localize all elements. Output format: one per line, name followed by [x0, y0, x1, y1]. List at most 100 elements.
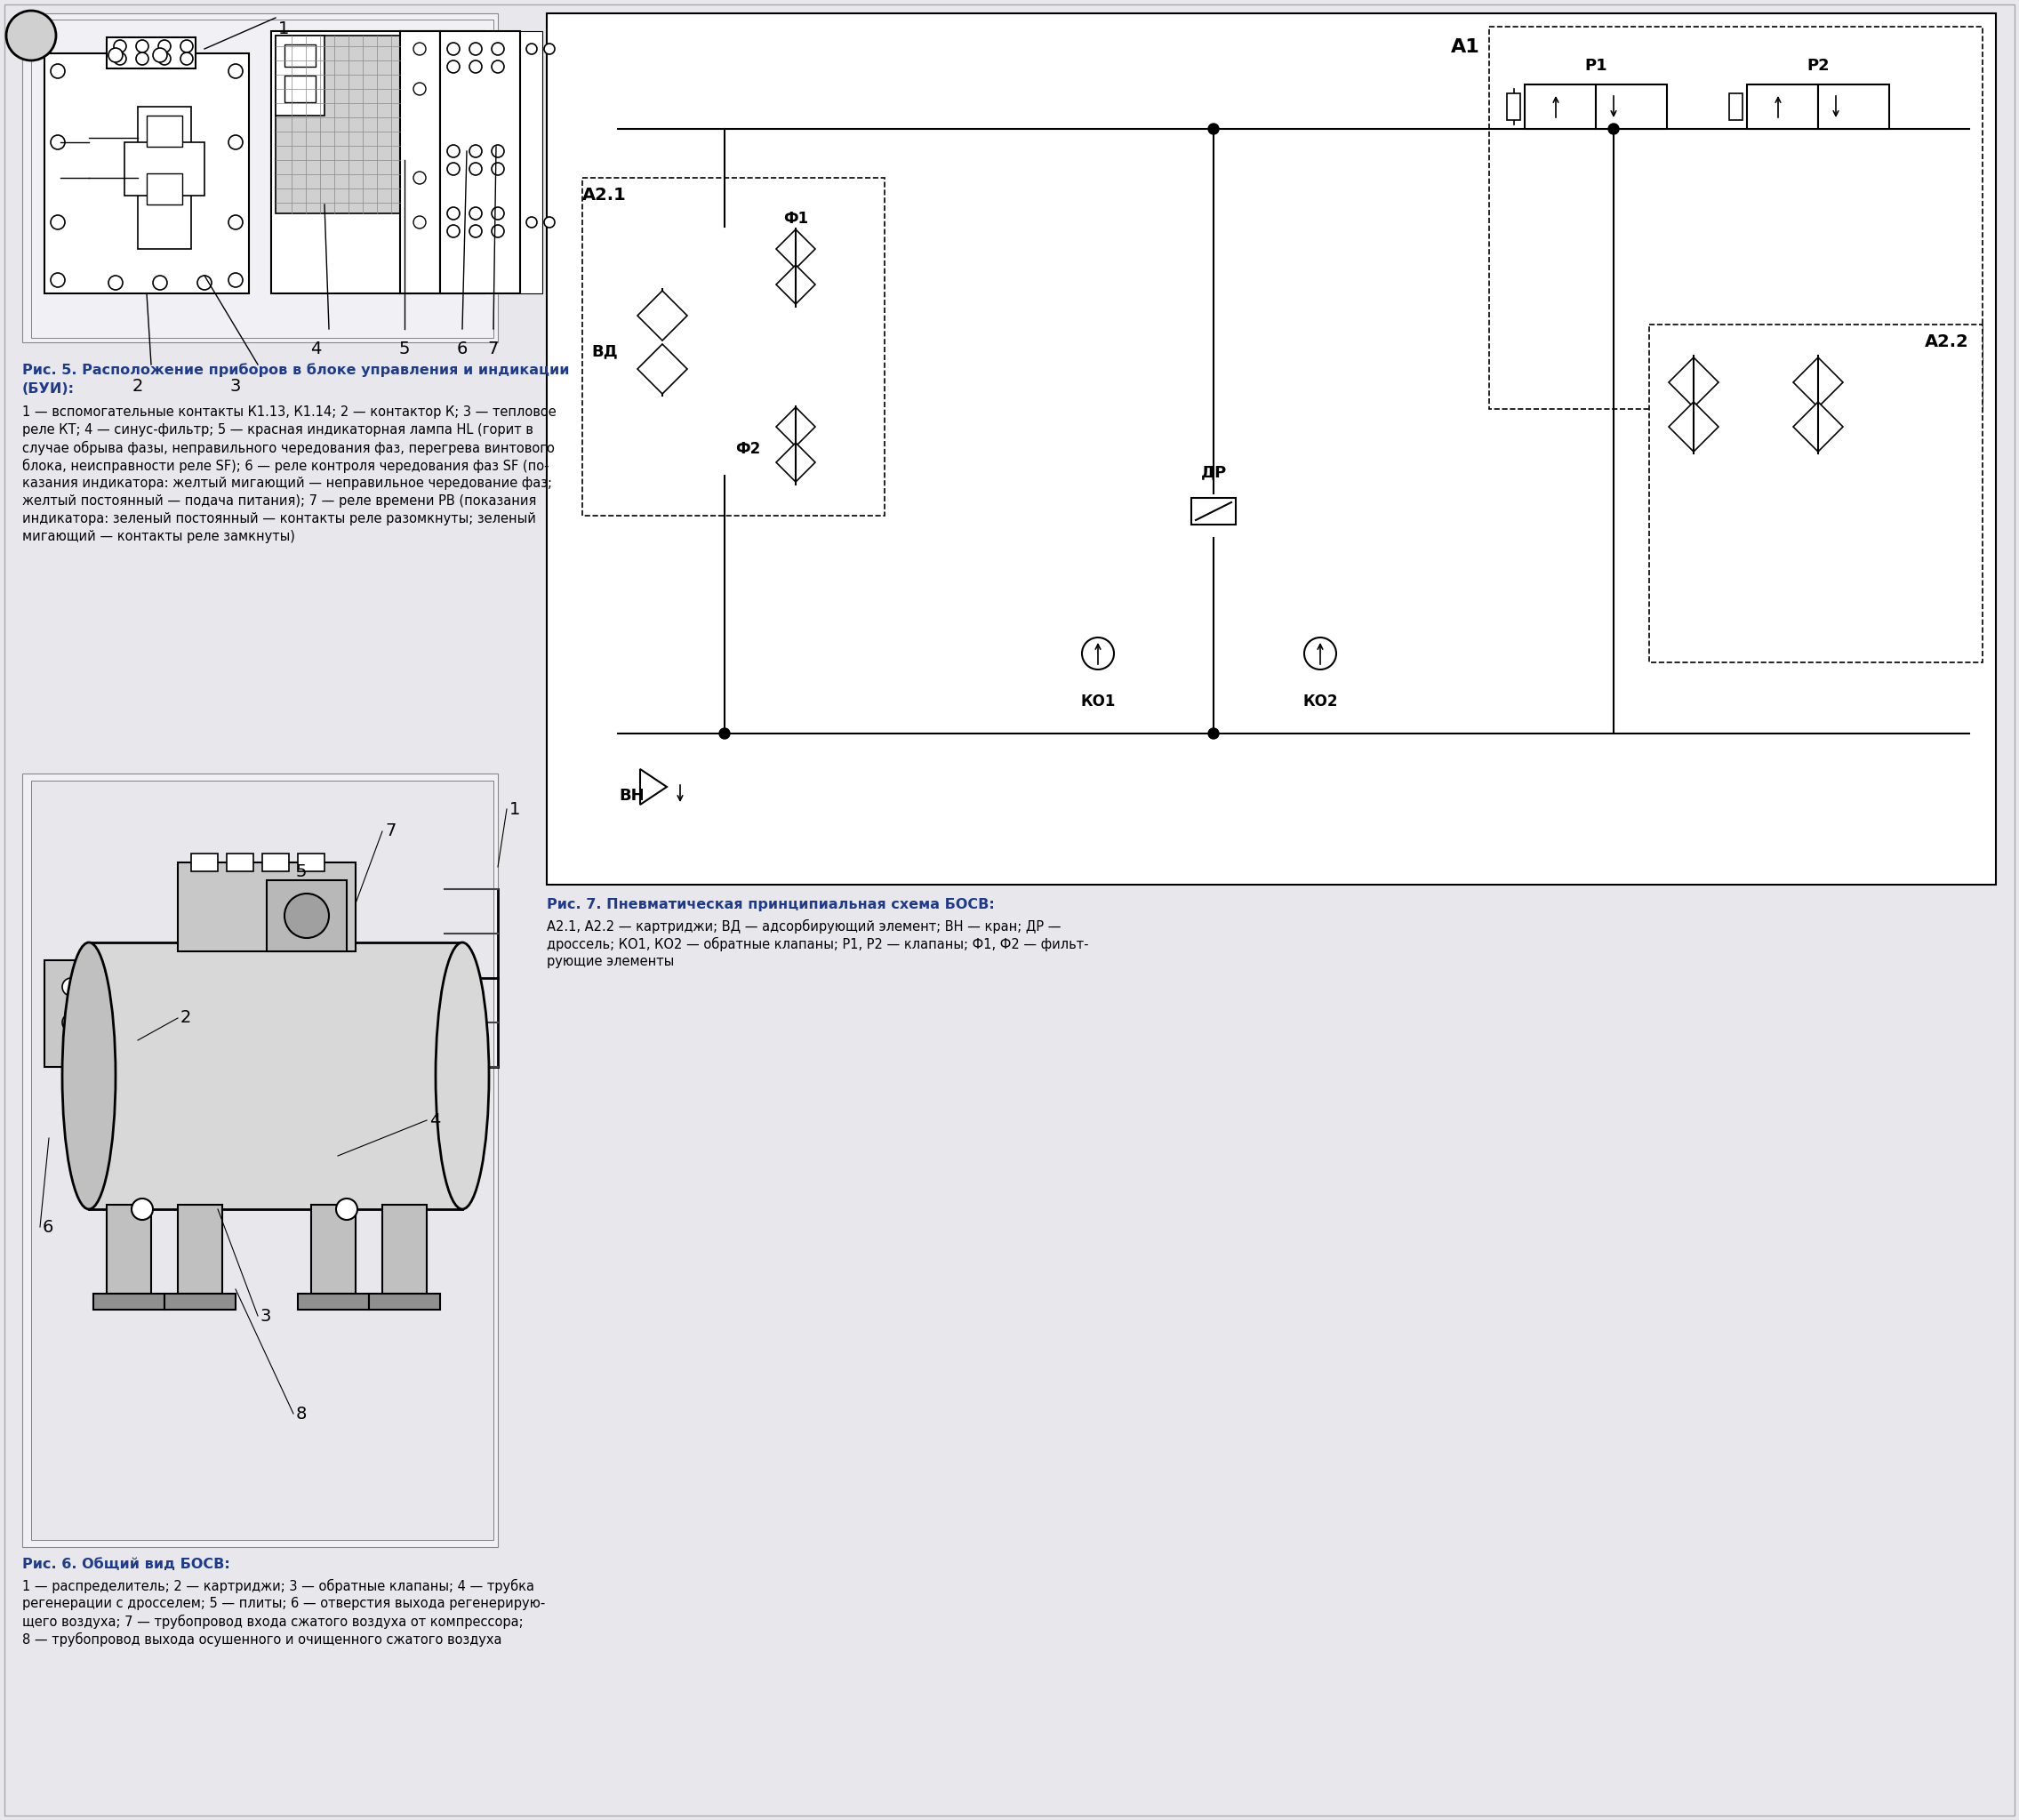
Text: ВН: ВН	[620, 788, 644, 804]
Polygon shape	[1793, 357, 1843, 408]
Circle shape	[180, 53, 194, 66]
Bar	[1506, 93, 1520, 120]
Bar	[1746, 84, 1817, 129]
Circle shape	[446, 162, 460, 175]
Circle shape	[335, 1199, 357, 1219]
Bar	[1650, 324, 1983, 662]
Text: 6: 6	[456, 340, 468, 357]
Text: Ф2: Ф2	[735, 440, 759, 457]
Bar	[311, 1205, 355, 1294]
Text: блока, неисправности реле SF); 6 — реле контроля чередования фаз SF (по-: блока, неисправности реле SF); 6 — реле …	[22, 459, 549, 473]
Text: щего воздуха; 7 — трубопровод входа сжатого воздуха от компрессора;: щего воздуха; 7 — трубопровод входа сжат…	[22, 1614, 523, 1629]
Bar	[1728, 93, 1742, 120]
Circle shape	[50, 135, 65, 149]
Bar	[147, 116, 182, 147]
Bar	[164, 1294, 236, 1310]
Bar	[30, 20, 493, 339]
Bar	[277, 36, 325, 116]
Circle shape	[109, 275, 123, 289]
Polygon shape	[1670, 402, 1718, 451]
Bar	[285, 44, 315, 67]
Text: 5: 5	[297, 863, 307, 879]
Circle shape	[285, 894, 329, 937]
Text: рующие элементы: рующие элементы	[547, 955, 674, 968]
Circle shape	[446, 60, 460, 73]
Circle shape	[135, 53, 149, 66]
Polygon shape	[640, 770, 666, 804]
Bar	[277, 36, 400, 213]
Circle shape	[468, 226, 483, 237]
Bar	[547, 13, 1997, 885]
Circle shape	[446, 207, 460, 220]
Text: Рис. 5. Расположение приборов в блоке управления и индикации: Рис. 5. Расположение приборов в блоке уп…	[22, 362, 569, 377]
Circle shape	[493, 42, 505, 55]
Circle shape	[1609, 124, 1619, 135]
Circle shape	[63, 977, 81, 996]
Text: 1: 1	[279, 20, 289, 38]
Circle shape	[543, 44, 555, 55]
Circle shape	[50, 215, 65, 229]
Circle shape	[228, 64, 242, 78]
Circle shape	[109, 47, 123, 62]
Circle shape	[228, 273, 242, 288]
Circle shape	[446, 146, 460, 157]
Circle shape	[493, 207, 505, 220]
Text: А2.2: А2.2	[1924, 333, 1969, 349]
Text: А2.1, А2.2 — картриджи; ВД — адсорбирующий элемент; ВН — кран; ДР —: А2.1, А2.2 — картриджи; ВД — адсорбирующ…	[547, 919, 1062, 934]
Circle shape	[180, 40, 194, 53]
Bar	[1490, 27, 1983, 410]
Text: 2: 2	[180, 1010, 192, 1026]
Text: дроссель; КО1, КО2 — обратные клапаны; Р1, Р2 — клапаны; Ф1, Ф2 — фильт-: дроссель; КО1, КО2 — обратные клапаны; Р…	[547, 937, 1088, 952]
Text: желтый постоянный — подача питания); 7 — реле времени РВ (показания: желтый постоянный — подача питания); 7 —…	[22, 495, 537, 508]
Text: Рис. 6. Общий вид БОСВ:: Рис. 6. Общий вид БОСВ:	[22, 1558, 230, 1571]
Circle shape	[157, 40, 172, 53]
Bar	[22, 774, 499, 1547]
Circle shape	[50, 64, 65, 78]
Polygon shape	[1670, 357, 1718, 408]
Text: 8 — трубопровод выхода осушенного и очищенного сжатого воздуха: 8 — трубопровод выхода осушенного и очищ…	[22, 1633, 503, 1647]
Text: случае обрыва фазы, неправильного чередования фаз, перегрева винтового: случае обрыва фазы, неправильного чередо…	[22, 440, 555, 455]
Text: 1 — вспомогательные контакты К1.13, К1.14; 2 — контактор К; 3 — тепловое: 1 — вспомогательные контакты К1.13, К1.1…	[22, 406, 557, 419]
Text: (БУИ):: (БУИ):	[22, 382, 75, 395]
Circle shape	[468, 162, 483, 175]
Text: 4: 4	[430, 1112, 440, 1128]
Text: реле КТ; 4 — синус-фильтр; 5 — красная индикаторная лампа HL (горит в: реле КТ; 4 — синус-фильтр; 5 — красная и…	[22, 424, 533, 437]
Circle shape	[493, 226, 505, 237]
Text: 7: 7	[386, 823, 396, 839]
Bar	[147, 173, 182, 204]
Bar	[521, 31, 543, 293]
Circle shape	[113, 40, 127, 53]
Bar	[44, 53, 248, 293]
Polygon shape	[1793, 402, 1843, 451]
Polygon shape	[775, 266, 816, 304]
Bar	[137, 107, 192, 249]
Circle shape	[113, 53, 127, 66]
Circle shape	[1304, 637, 1337, 670]
Bar	[299, 854, 325, 872]
Bar	[107, 38, 196, 69]
Bar	[44, 961, 97, 1067]
Circle shape	[6, 11, 57, 60]
Text: 3: 3	[260, 1307, 271, 1325]
Circle shape	[719, 728, 731, 739]
Circle shape	[493, 60, 505, 73]
Polygon shape	[775, 408, 816, 446]
Circle shape	[527, 44, 537, 55]
Text: регенерации с дросселем; 5 — плиты; 6 — отверстия выхода регенерирую-: регенерации с дросселем; 5 — плиты; 6 — …	[22, 1596, 545, 1611]
Text: ДР: ДР	[1201, 464, 1226, 480]
Polygon shape	[775, 442, 816, 482]
Circle shape	[198, 275, 212, 289]
Circle shape	[414, 82, 426, 95]
Bar	[192, 854, 218, 872]
Text: индикатора: зеленый постоянный — контакты реле разомкнуты; зеленый: индикатора: зеленый постоянный — контакт…	[22, 511, 535, 526]
Circle shape	[468, 60, 483, 73]
Circle shape	[414, 217, 426, 229]
Bar	[89, 943, 462, 1208]
Polygon shape	[638, 344, 686, 393]
Circle shape	[153, 47, 168, 62]
Bar	[22, 13, 499, 342]
Circle shape	[468, 42, 483, 55]
Circle shape	[446, 42, 460, 55]
Text: 4: 4	[311, 340, 321, 357]
Text: Р1: Р1	[1585, 58, 1607, 75]
